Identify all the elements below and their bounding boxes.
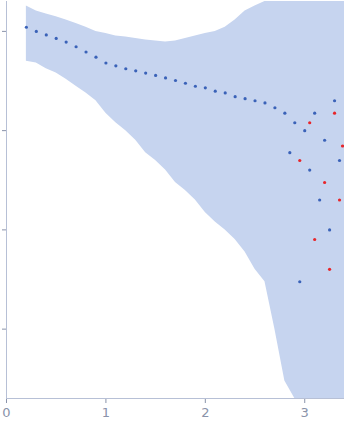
svg-text:0: 0	[2, 405, 10, 420]
svg-text:3: 3	[301, 405, 309, 420]
svg-text:1: 1	[102, 405, 110, 420]
svg-text:2: 2	[201, 405, 209, 420]
